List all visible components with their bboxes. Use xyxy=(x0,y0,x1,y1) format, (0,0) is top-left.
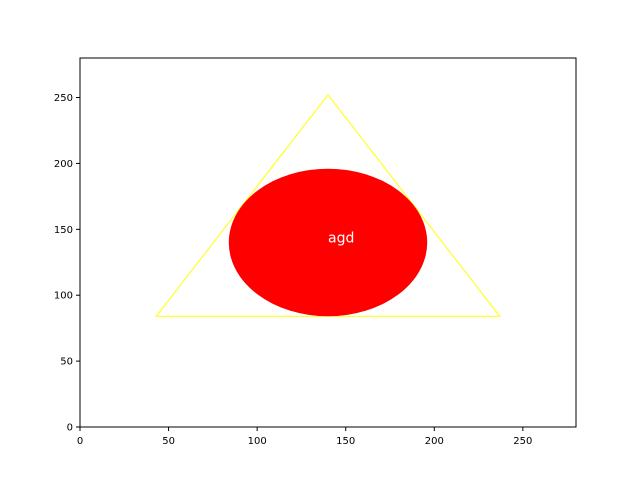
y-tick-label: 150 xyxy=(54,225,73,236)
y-tick-label: 200 xyxy=(54,159,73,170)
x-tick-label: 50 xyxy=(162,436,175,447)
x-tick-label: 150 xyxy=(336,436,355,447)
x-tick-label: 0 xyxy=(77,436,83,447)
x-tick-label: 200 xyxy=(425,436,444,447)
y-tick-label: 250 xyxy=(54,93,73,104)
red-ellipse xyxy=(228,168,428,317)
x-tick-label: 250 xyxy=(513,436,532,447)
y-axis: 0 50 100 150 200 250 xyxy=(54,93,80,434)
y-tick-label: 0 xyxy=(67,423,73,434)
y-tick-label: 50 xyxy=(60,357,73,368)
plot-area: agd xyxy=(79,57,577,428)
y-tick-label: 100 xyxy=(54,291,73,302)
x-tick-label: 100 xyxy=(248,436,267,447)
x-axis: 0 50 100 150 200 250 xyxy=(77,427,532,447)
annotation-label: agd xyxy=(328,231,354,247)
axes-frame xyxy=(79,57,577,428)
